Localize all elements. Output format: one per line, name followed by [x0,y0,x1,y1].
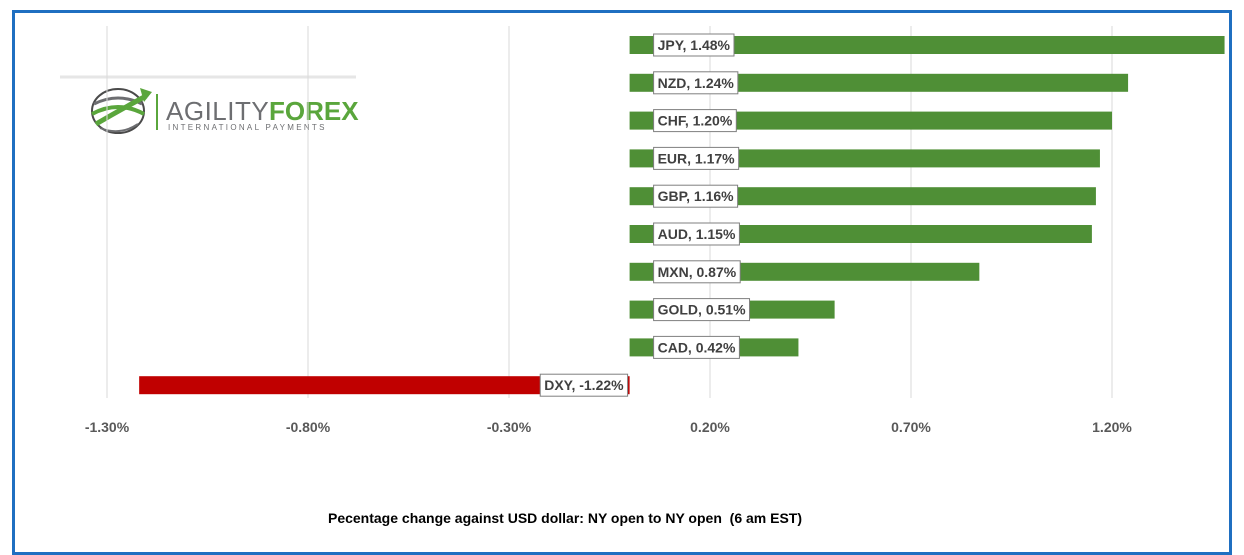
bar-jpy [629,36,1225,54]
logo-word-green: FOREX [269,96,359,126]
bar-gbp [629,187,1096,206]
data-label-aud: AUD, 1.15% [658,226,736,242]
data-label-chf: CHF, 1.20% [658,113,733,129]
x-tick-label: -0.30% [487,419,532,435]
data-label-jpy: JPY, 1.48% [658,37,731,53]
x-axis-label: Pecentage change against USD dollar: NY … [328,510,802,526]
data-label-nzd: NZD, 1.24% [658,75,735,91]
data-label-box [653,146,740,170]
data-label-box [653,184,739,208]
data-labels: JPY, 1.48% NZD, 1.24% CHF, 1.20% EUR, 1.17%… [539,33,751,397]
data-label-eur: EUR, 1.17% [658,150,736,166]
bar-aud [629,225,1092,243]
data-label-box [653,33,735,57]
logo: AGILITY FOREX INTERNATIONAL PAYMENTS [60,75,359,134]
x-tick-label: 1.20% [1092,419,1132,435]
data-label-box [653,222,740,246]
bar-dxy [139,376,630,395]
data-label-mxn: MXN, 0.87% [658,264,737,280]
data-label-cad: CAD, 0.42% [658,339,736,355]
x-tick-label: -1.30% [85,419,130,435]
data-label-box [539,373,629,397]
logo-tagline: INTERNATIONAL PAYMENTS [168,123,327,132]
x-tick-label: -0.80% [286,419,331,435]
bar-chf [629,111,1112,130]
data-label-box [653,71,739,95]
bar-nzd [629,73,1129,92]
data-label-box [653,260,741,284]
chart-frame [12,10,1232,555]
x-tick-label: 0.70% [891,419,931,435]
x-tick-label: 0.20% [690,419,730,435]
data-label-gbp: GBP, 1.16% [658,188,735,204]
data-label-gold: GOLD, 0.51% [658,302,746,318]
data-label-box [653,109,737,133]
logo-word-gray: AGILITY [166,96,269,126]
data-label-box [653,298,751,322]
bar-eur [629,149,1100,168]
data-label-dxy: DXY, -1.22% [544,377,624,393]
data-label-box [653,335,740,359]
x-tick-labels: -1.30% -0.80% -0.30% 0.20% 0.70% 1.20% [85,419,1133,435]
globe-swoosh-icon [91,88,152,134]
